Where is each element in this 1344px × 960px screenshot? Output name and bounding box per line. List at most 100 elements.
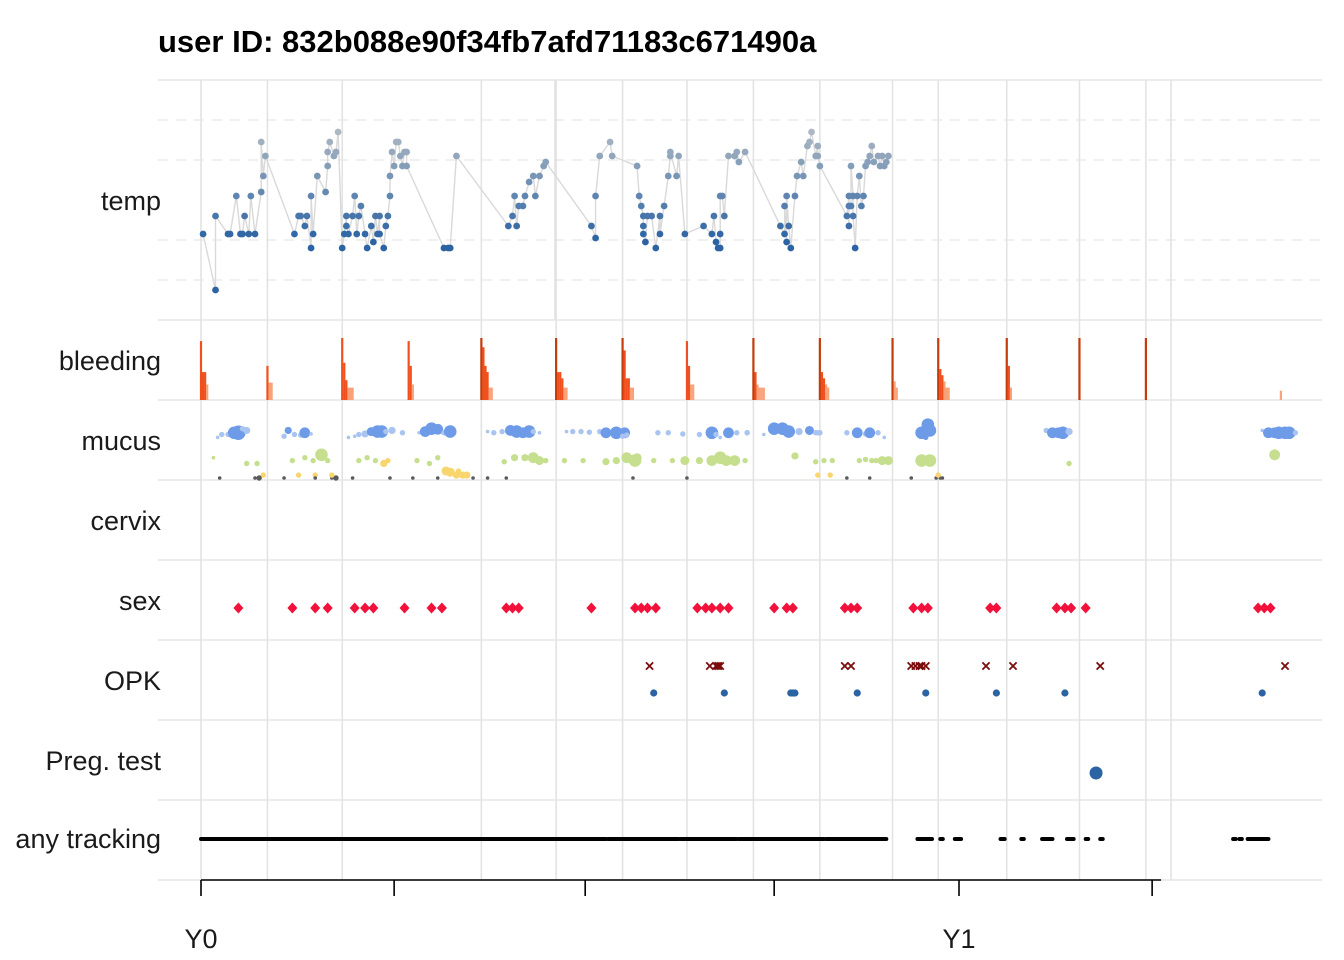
bleeding-bar	[939, 369, 941, 400]
bleeding-bar	[948, 388, 950, 400]
mucus-point	[411, 476, 415, 480]
mucus-point	[565, 430, 569, 434]
mucus-point	[723, 427, 734, 438]
mucus-point	[651, 458, 656, 463]
mucus-point	[400, 430, 405, 435]
temp-point	[447, 245, 454, 252]
temp-point	[513, 223, 520, 230]
bleeding-bar	[204, 372, 206, 400]
sex-point	[1081, 603, 1091, 614]
mucus-point	[329, 472, 334, 477]
opk-dot	[721, 689, 728, 696]
mucus-point	[884, 456, 893, 465]
bleeding-bar	[482, 347, 484, 400]
temp-point	[536, 173, 543, 180]
opk-x-mark	[1009, 662, 1016, 669]
row-label-sex: sex	[119, 586, 162, 616]
temp-point	[596, 153, 603, 160]
mucus-point	[744, 430, 749, 435]
bleeding-bar	[561, 378, 563, 400]
mucus-point	[941, 476, 945, 480]
temp-point	[673, 173, 680, 180]
sex-point	[437, 603, 447, 614]
temp-point	[843, 213, 850, 220]
temp-point	[848, 163, 855, 170]
mucus-point	[817, 430, 822, 435]
temp-point	[808, 129, 815, 136]
mucus-point	[875, 430, 880, 435]
temp-point	[526, 179, 533, 186]
temp-point	[509, 213, 516, 220]
temp-point	[661, 203, 668, 210]
temp-point	[777, 223, 784, 230]
temp-point	[711, 213, 718, 220]
temp-point	[665, 173, 672, 180]
temp-point	[713, 239, 720, 246]
temp-point	[721, 213, 728, 220]
mucus-point	[502, 459, 507, 464]
temp-point	[864, 159, 871, 166]
mucus-point	[256, 475, 261, 480]
mucus-point	[254, 461, 259, 466]
bleeding-bar	[1078, 338, 1080, 400]
temp-point	[792, 193, 799, 200]
temp-point	[854, 193, 861, 200]
temp-point	[339, 245, 346, 252]
bleeding-bar	[941, 375, 943, 400]
bleeding-bar	[559, 372, 561, 400]
mucus-point	[821, 458, 826, 463]
mucus-point	[924, 454, 937, 467]
temp-point	[380, 245, 387, 252]
temp-point	[304, 213, 311, 220]
row-label-preg-test: Preg. test	[45, 746, 161, 776]
sex-point	[788, 603, 798, 614]
sex-point	[1066, 603, 1076, 614]
mucus-point	[718, 436, 722, 440]
bleeding-bar	[202, 372, 204, 400]
opk-x-mark	[922, 662, 929, 669]
temp-point	[636, 193, 643, 200]
mucus-point	[864, 427, 875, 438]
temp-point	[798, 159, 805, 166]
opk-dot	[993, 689, 1000, 696]
bleeding-bar	[1010, 388, 1012, 400]
sex-point	[427, 603, 437, 614]
sex-point	[651, 603, 661, 614]
mucus-point	[244, 461, 249, 466]
mucus-point	[427, 461, 432, 466]
mucus-point	[356, 432, 361, 437]
temp-point	[785, 223, 792, 230]
bleeding-bar	[484, 366, 486, 400]
temp-point	[395, 139, 402, 146]
row-label-opk: OPK	[104, 666, 161, 696]
temp-point	[681, 231, 688, 238]
bleeding-bar	[945, 388, 947, 400]
bleeding-bar	[271, 383, 273, 400]
mucus-point	[936, 472, 941, 477]
temp-point	[322, 189, 329, 196]
mucus-point	[313, 476, 317, 480]
temp-point	[227, 231, 234, 238]
temp-point	[858, 203, 865, 210]
bleeding-bar	[752, 338, 754, 400]
bleeding-bar	[408, 341, 410, 400]
temp-point	[212, 213, 219, 220]
temp-point	[800, 173, 807, 180]
preg-test-point	[1090, 767, 1103, 780]
bleeding-bar	[628, 378, 630, 400]
temp-point	[866, 153, 873, 160]
opk-x-mark	[847, 662, 854, 669]
temp-point	[376, 213, 383, 220]
temp-point	[260, 173, 267, 180]
mucus-point	[624, 432, 629, 437]
mucus-point	[734, 430, 739, 435]
mucus-point	[292, 432, 297, 437]
mucus-point	[212, 456, 216, 460]
temp-point	[403, 163, 410, 170]
temp-point	[324, 163, 331, 170]
mucus-point	[218, 476, 222, 480]
opk-dot	[854, 689, 861, 696]
temp-point	[343, 213, 350, 220]
mucus-point	[680, 456, 689, 465]
mucus-point	[499, 429, 504, 434]
